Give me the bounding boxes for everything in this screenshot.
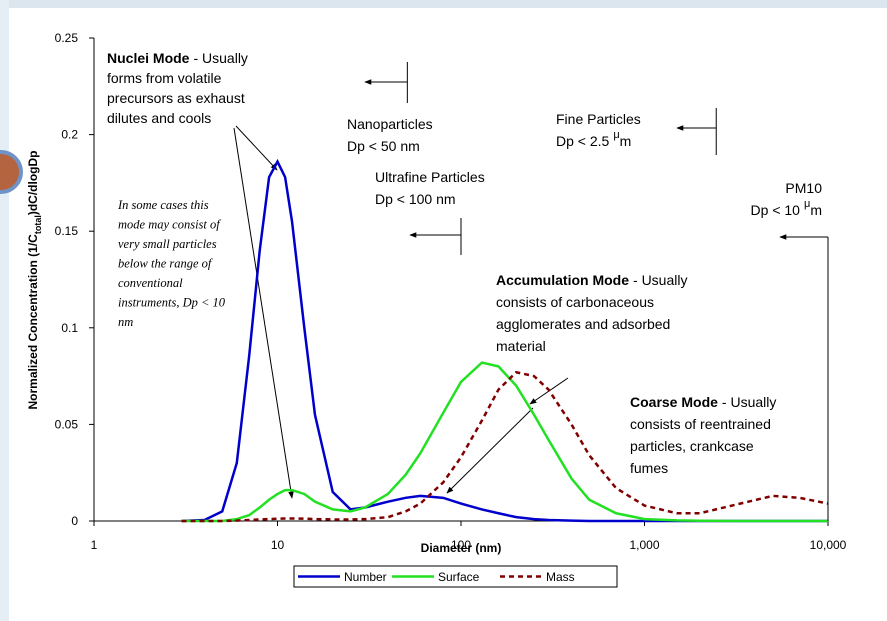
y-tick-label: 0.05 <box>55 417 79 431</box>
annotation: Nuclei Mode - Usually <box>107 50 248 66</box>
annotation: particles, crankcase <box>630 438 754 454</box>
size-limit-label-sup: μ <box>613 129 619 141</box>
x-tick-label: 1,000 <box>629 538 659 552</box>
size-limit-label: Dp < 2.5 μm <box>556 129 631 149</box>
annotation: material <box>496 338 546 354</box>
y-tick-label: 0.15 <box>55 224 79 238</box>
y-axis-title-part: Normalized Concentration (1/C <box>26 234 40 410</box>
size-limit-label-part: Dp < 10 <box>751 202 801 218</box>
y-axis-title-part: )dC/dlogDp <box>26 150 40 215</box>
series-line <box>181 361 828 523</box>
y-tick-label: 0.1 <box>61 321 78 335</box>
legend-label: Mass <box>546 570 575 584</box>
logo <box>0 150 23 194</box>
annotation: consists of reentrained <box>630 416 771 432</box>
left-band <box>0 0 9 621</box>
annotation: below the range of <box>118 257 213 271</box>
annotation: instruments, Dp < 10 <box>118 296 226 310</box>
annotation-text: - Usually <box>193 50 247 66</box>
size-limit-label: PM10 <box>785 180 822 196</box>
annotation: forms from volatile <box>107 70 222 86</box>
series-line <box>181 158 828 523</box>
top-band <box>0 0 887 8</box>
annotation-arrow <box>233 127 294 499</box>
x-tick-label: 1 <box>91 538 98 552</box>
annotation: Accumulation Mode - Usually <box>496 272 687 288</box>
annotation: conventional <box>118 276 183 290</box>
annotation-arrow <box>235 125 278 171</box>
annotation-text: - Usually <box>722 394 776 410</box>
annotation: dilutes and cools <box>107 110 211 126</box>
size-limit-label: Ultrafine Particles <box>375 169 485 185</box>
annotation: precursors as exhaust <box>107 90 245 106</box>
annotation: very small particles <box>118 237 217 251</box>
size-limit-label: Dp < 50 nm <box>347 138 420 154</box>
size-limit-label-part: m <box>810 202 822 218</box>
annotation: consists of carbonaceous <box>496 294 654 310</box>
size-limit-label: Fine Particles <box>556 111 641 127</box>
annotation: agglomerates and adsorbed <box>496 316 670 332</box>
annotation-title: Coarse Mode <box>630 394 718 410</box>
size-limit-label: Nanoparticles <box>347 116 433 132</box>
legend-label: Surface <box>438 570 480 584</box>
size-limit-label-part: m <box>620 133 632 149</box>
annotation: nm <box>118 315 133 329</box>
y-tick-label: 0.2 <box>61 128 78 142</box>
y-axis-title: Normalized Concentration (1/Ctotal)dC/dl… <box>26 150 43 409</box>
annotation: mode may consist of <box>118 218 221 232</box>
annotation-text: - Usually <box>633 272 687 288</box>
y-axis-title-sub: total <box>33 215 43 234</box>
legend-box <box>293 565 618 588</box>
size-limit-label-part: Dp < 2.5 <box>556 133 610 149</box>
x-tick-label: 10,000 <box>810 538 847 552</box>
annotation: Coarse Mode - Usually <box>630 394 776 410</box>
size-limit-label: Dp < 10 μm <box>751 198 822 218</box>
x-axis-title: Diameter (nm) <box>421 541 502 555</box>
annotation: In some cases this <box>117 198 209 212</box>
annotation-title: Nuclei Mode <box>107 50 190 66</box>
annotation: fumes <box>630 460 668 476</box>
annotation-title: Accumulation Mode <box>496 272 629 288</box>
series-line <box>181 370 829 523</box>
x-tick-label: 100 <box>451 538 471 552</box>
size-limit-label-sup: μ <box>804 198 810 210</box>
y-tick-label: 0 <box>71 514 78 528</box>
y-tick-label: 0.25 <box>55 31 79 45</box>
size-limit-label: Dp < 100 nm <box>375 191 456 207</box>
annotation-arrow <box>446 407 534 494</box>
legend-label: Number <box>344 570 387 584</box>
x-tick-label: 10 <box>271 538 285 552</box>
